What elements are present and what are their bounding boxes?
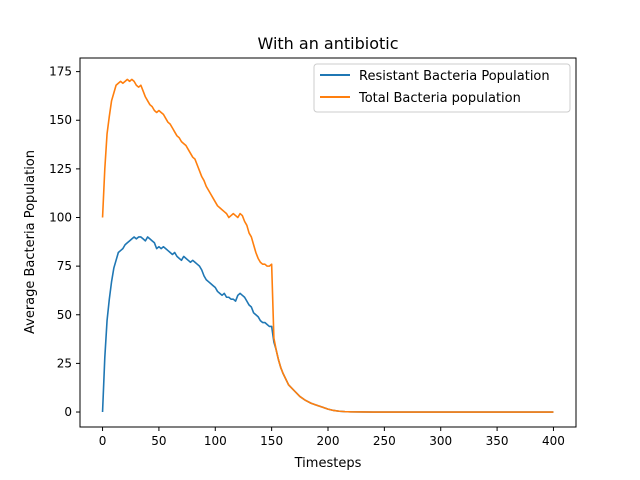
legend-label-total: Total Bacteria population (358, 91, 521, 106)
y-tick-label: 175 (49, 65, 72, 79)
legend: Resistant Bacteria Population Total Bact… (313, 63, 571, 113)
legend-box (313, 63, 571, 113)
x-axis-label: Timesteps (294, 456, 362, 471)
series-line-total (101, 78, 554, 413)
chart-title: With an antibiotic (257, 34, 398, 53)
x-tick-label: 400 (542, 434, 565, 448)
y-tick-label: 50 (57, 308, 72, 322)
axes-frame (79, 57, 577, 428)
x-tick-label: 150 (260, 434, 283, 448)
x-tick-label: 0 (99, 434, 107, 448)
x-tick-label: 50 (151, 434, 166, 448)
series-lines (101, 78, 554, 413)
y-tick-label: 75 (57, 259, 72, 273)
x-tick-label: 250 (373, 434, 396, 448)
y-tick-label: 150 (49, 113, 72, 127)
y-tick-label: 0 (64, 405, 72, 419)
y-axis-label: Average Bacteria Population (23, 150, 38, 334)
axis-ticks: 0 50 100 150 200 250 300 350 400 0 25 50 75 100 125 150… (49, 65, 565, 448)
x-tick-label: 100 (204, 434, 227, 448)
legend-label-resistant: Resistant Bacteria Population (359, 69, 550, 84)
y-tick-label: 25 (57, 356, 72, 370)
x-tick-label: 200 (317, 434, 340, 448)
y-tick-label: 100 (49, 211, 72, 225)
y-tick-label: 125 (49, 162, 72, 176)
x-tick-label: 350 (486, 434, 509, 448)
x-tick-label: 300 (429, 434, 452, 448)
